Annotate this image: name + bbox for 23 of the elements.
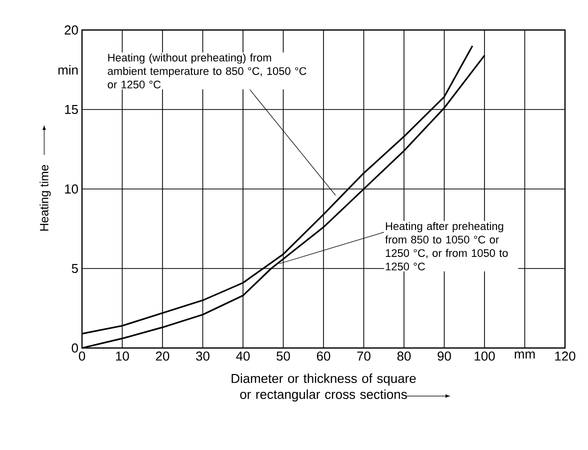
x-tick-label: 60: [316, 352, 330, 361]
y-tick-label: 5: [72, 264, 78, 274]
annotation: Heating after preheating from 850 to 1050 °C or 1250 °C, or from 1050 to 1250 °C: [385, 222, 508, 270]
x-axis-title: Diameter or thickness of square or rectangular cross sections: [232, 374, 416, 402]
y-tick-label: min: [58, 65, 78, 74]
x-tick-label: 50: [276, 352, 290, 361]
x-tick-label: 120: [555, 352, 576, 361]
y-axis-title: Heating time: [40, 165, 51, 231]
y-tick-label: 15: [65, 104, 78, 114]
x-tick-label: 0: [78, 352, 86, 361]
x-tick-label: 30: [196, 352, 210, 361]
x-tick-label: 20: [156, 352, 170, 361]
x-tick-label: 10: [116, 352, 129, 361]
annotation: Heating (without preheating) from ambient temperature to 850 °C, 1050 °C or 1250 °C: [108, 53, 306, 88]
y-tick-label: 10: [65, 184, 78, 194]
x-tick-label: 100: [474, 352, 495, 361]
y-tick-label: 20: [64, 25, 78, 35]
x-tick-label: 80: [397, 352, 411, 361]
x-tick-label: 70: [357, 352, 370, 361]
x-tick-label: 90: [438, 352, 451, 361]
y-tick-label: 0: [72, 343, 78, 353]
x-tick-label: mm: [514, 352, 535, 358]
x-tick-label: 40: [236, 352, 250, 361]
